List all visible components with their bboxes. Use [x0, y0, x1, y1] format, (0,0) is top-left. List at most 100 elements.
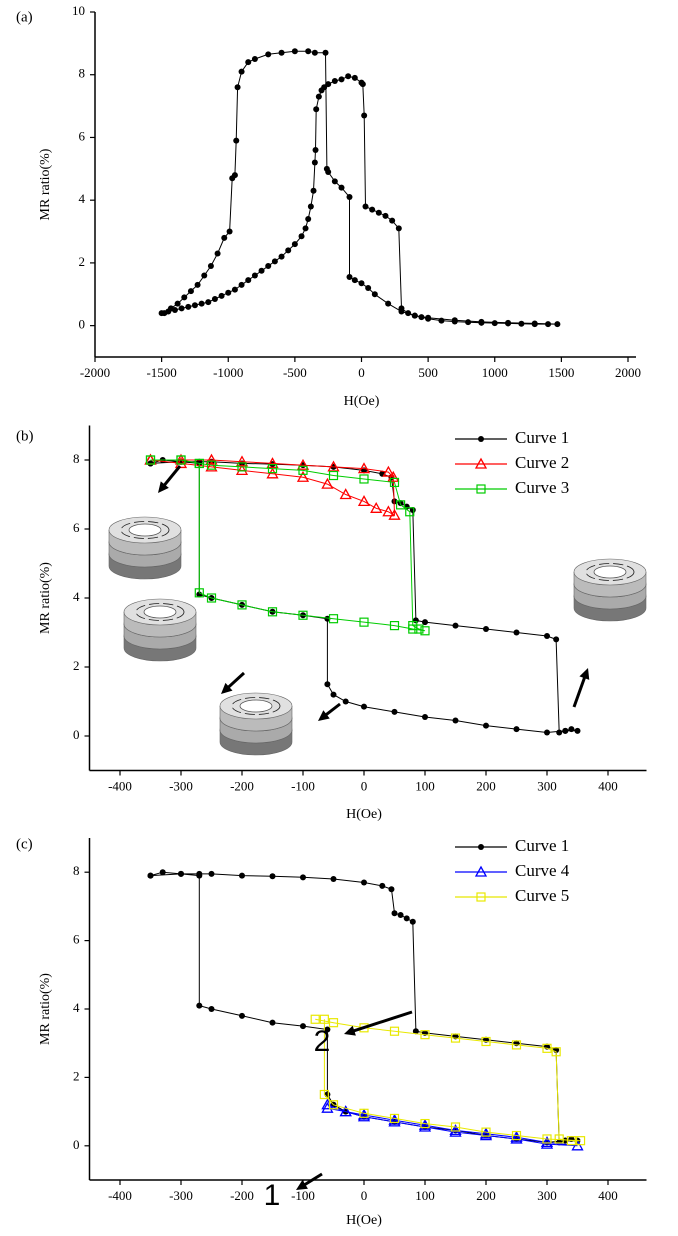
- data-point: [239, 1012, 245, 1019]
- data-point: [328, 470, 339, 481]
- panel-label: (c): [16, 836, 33, 852]
- data-point: [330, 876, 337, 883]
- data-point: [361, 112, 368, 119]
- series-line: [150, 871, 578, 1144]
- data-point: [324, 1026, 331, 1033]
- legend-label: Curve 1: [515, 836, 569, 855]
- disk-hole: [128, 523, 162, 537]
- data-point: [451, 317, 458, 324]
- data-point: [418, 1118, 432, 1130]
- x-tick-label: -300: [169, 1188, 193, 1203]
- data-point: [218, 292, 225, 299]
- data-point: [540, 1137, 554, 1149]
- data-point: [411, 312, 418, 319]
- data-point: [345, 73, 352, 80]
- data-point: [346, 274, 353, 281]
- data-point: [420, 1118, 430, 1129]
- data-point: [566, 1136, 577, 1146]
- arrow-head: [221, 682, 233, 694]
- data-point: [269, 873, 276, 880]
- data-point: [510, 1130, 523, 1142]
- y-tick-label: 6: [73, 932, 80, 947]
- disk-vortex: [231, 697, 281, 715]
- x-tick-label: -2000: [80, 365, 110, 380]
- x-tick-label: 0: [361, 778, 368, 793]
- x-tick-label: -100: [291, 1188, 315, 1203]
- data-point: [362, 203, 369, 210]
- legend-marker: [476, 892, 486, 902]
- data-point: [544, 729, 550, 736]
- data-point: [310, 1014, 320, 1024]
- data-point: [265, 263, 272, 270]
- x-tick-label: -300: [169, 778, 193, 793]
- data-point: [357, 495, 371, 507]
- data-point: [425, 314, 432, 321]
- data-point: [359, 81, 366, 88]
- x-axis-label: H(Oe): [344, 394, 380, 409]
- data-point: [422, 714, 428, 721]
- x-tick-label: 2000: [615, 365, 641, 380]
- data-point: [251, 56, 258, 63]
- data-point: [258, 267, 265, 274]
- data-point: [201, 272, 208, 279]
- data-point: [278, 253, 285, 260]
- data-point: [396, 500, 406, 510]
- arrow-head: [579, 668, 590, 680]
- data-point: [296, 458, 310, 470]
- data-point: [233, 137, 240, 144]
- x-tick-label: -200: [230, 778, 254, 793]
- x-tick-label: -1500: [146, 365, 176, 380]
- data-point: [194, 281, 201, 288]
- x-tick-label: 300: [537, 778, 557, 793]
- x-tick-label: -1000: [213, 365, 243, 380]
- data-point: [409, 918, 416, 925]
- data-point: [285, 247, 292, 254]
- disk-vortex: [585, 563, 635, 581]
- data-point: [174, 300, 181, 307]
- data-point: [266, 467, 279, 479]
- data-point: [556, 729, 563, 736]
- series-line: [150, 459, 426, 632]
- data-point: [187, 288, 194, 295]
- data-point: [300, 874, 306, 881]
- data-point: [405, 507, 415, 517]
- data-point: [398, 308, 405, 315]
- data-point: [207, 263, 214, 270]
- arrow-head: [158, 481, 169, 493]
- data-point: [422, 619, 428, 626]
- data-point: [324, 615, 331, 622]
- data-point: [178, 870, 184, 877]
- x-tick-label: 0: [358, 365, 365, 380]
- y-tick-label: 8: [73, 863, 80, 878]
- data-point: [513, 629, 520, 636]
- y-tick-label: 6: [73, 520, 80, 535]
- data-point: [181, 294, 188, 301]
- data-point: [302, 225, 309, 232]
- x-axis-label: H(Oe): [346, 807, 382, 822]
- data-point: [465, 319, 472, 326]
- data-point: [313, 106, 320, 113]
- data-point: [511, 1040, 522, 1050]
- legend-marker: [478, 436, 484, 442]
- data-point: [208, 870, 215, 877]
- data-point: [379, 882, 386, 889]
- data-point: [234, 84, 241, 91]
- x-tick-label: 200: [476, 1188, 496, 1203]
- data-point: [178, 305, 185, 312]
- data-point: [568, 726, 575, 733]
- y-axis-label: MR ratio(%): [38, 973, 53, 1045]
- data-point: [408, 624, 418, 634]
- data-point: [479, 1129, 493, 1141]
- data-point: [513, 726, 520, 733]
- x-tick-label: -400: [108, 778, 132, 793]
- disk-icon: [123, 598, 197, 662]
- series-line: [315, 1018, 581, 1142]
- data-point: [338, 184, 345, 191]
- data-point: [359, 1108, 369, 1118]
- data-point: [382, 505, 395, 517]
- data-point: [420, 626, 430, 636]
- disk-vortex: [120, 521, 170, 539]
- disk-hole: [593, 565, 627, 579]
- data-point: [358, 280, 365, 287]
- data-point: [291, 48, 298, 55]
